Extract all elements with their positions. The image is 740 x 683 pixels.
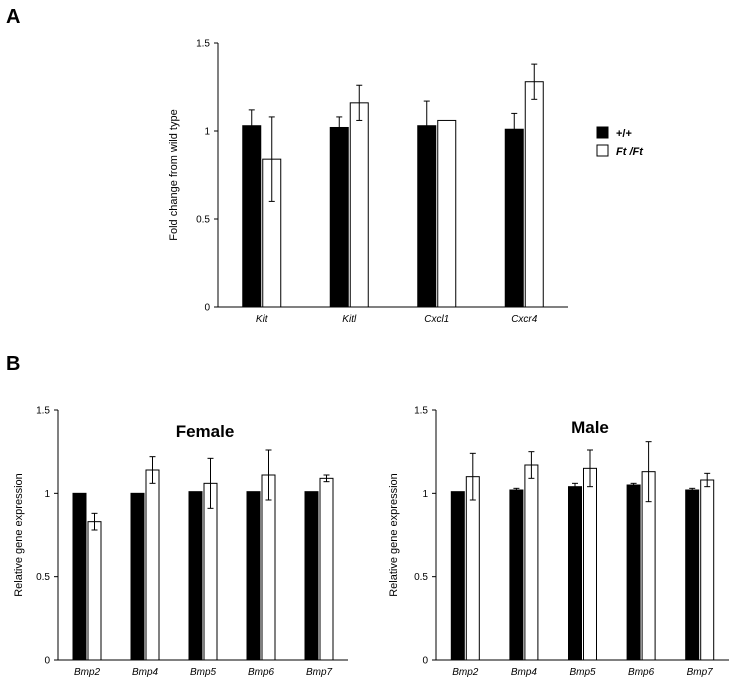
x-tick-label: Bmp4 [511,667,538,678]
bar-wildtype [450,491,465,661]
x-tick-label: Bmp6 [628,667,655,678]
bar-ft-ft [583,467,597,661]
bar-wildtype [626,484,641,661]
bar-wildtype [304,491,319,661]
bar-wildtype [130,492,145,661]
y-tick-label: 1.5 [36,406,50,417]
legend-label: Ft /Ft [616,146,644,158]
bar-ft-ft [465,476,480,661]
legend-item: +/+ [596,126,632,140]
y-axis-label: Relative gene expression [388,473,400,597]
y-tick-label: 1 [44,489,50,500]
bar-ft-ft [203,482,218,661]
chart-title: Male [571,418,609,437]
bar-ft-ft [700,479,715,661]
y-axis-label: Relative gene expression [13,473,25,597]
x-tick-label: Kit [256,314,269,325]
bar-wildtype [188,491,203,661]
y-tick-label: 0 [422,656,428,667]
x-tick-label: Bmp4 [132,667,159,678]
chart-b-female: 0 0.5 1 1.5 Relative gene expression Female Bm… [13,406,348,678]
bar-wildtype [504,128,524,308]
bar-wildtype [685,489,700,661]
x-tick-label: Cxcl1 [424,314,449,325]
legend-item: Ft /Ft [596,144,644,158]
x-tick-label: Kitl [342,314,357,325]
bar-wildtype [329,126,349,308]
y-tick-label: 1.5 [196,39,210,50]
bar-wildtype [509,489,524,661]
bar-wildtype [242,125,262,308]
y-tick-label: 1.5 [414,406,428,417]
y-axis-label: Fold change from wild type [168,109,180,240]
panel-letter-a: A [6,6,20,28]
bar-ft-ft [524,81,544,308]
x-tick-label: Bmp2 [74,667,101,678]
bar-ft-ft [524,464,539,661]
x-tick-label: Bmp7 [687,667,714,678]
bar-wildtype [417,125,437,308]
x-tick-label: Bmp5 [569,667,596,678]
x-tick-label: Bmp2 [452,667,479,678]
y-tick-label: 0 [204,303,210,314]
bar-wildtype [568,486,582,661]
y-tick-label: 0.5 [196,215,210,226]
bar-ft-ft [349,102,369,308]
x-tick-label: Bmp6 [248,667,275,678]
bar-ft-ft [437,119,457,308]
bar-ft-ft [261,474,276,661]
y-tick-label: 0 [44,656,50,667]
x-tick-label: Bmp7 [306,667,333,678]
bar-wildtype [246,491,261,661]
bar-ft-ft [87,521,102,661]
panel-letter-b: B [6,353,20,375]
bar-ft-ft [145,469,160,661]
legend-label: +/+ [616,128,632,140]
bar-ft-ft [319,477,334,661]
x-tick-label: Cxcr4 [511,314,538,325]
y-tick-label: 0.5 [36,572,50,583]
x-tick-label: Bmp5 [190,667,217,678]
bar-wildtype [72,492,87,661]
legend-swatch-white [596,144,609,157]
chart-a: 0 0.5 1 1.5 Fold change from wild type Kit Kit… [168,39,568,325]
chart-title: Female [176,422,235,441]
y-tick-label: 1 [204,127,210,138]
chart-b-male: 0 0.5 1 1.5 Relative gene expression Male Bmp2… [388,406,729,678]
y-tick-label: 1 [422,489,428,500]
legend-swatch-black [596,126,609,139]
y-tick-label: 0.5 [414,572,428,583]
legend: +/+ Ft /Ft [596,126,644,158]
